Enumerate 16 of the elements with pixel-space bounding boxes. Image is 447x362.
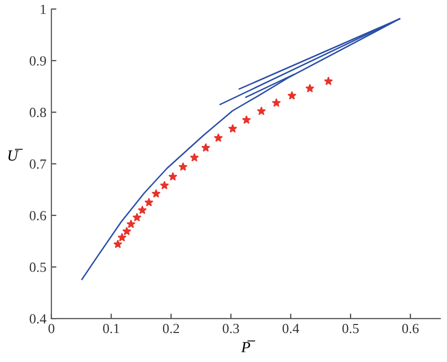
y-tick-label: 0.9 (30, 56, 46, 66)
x-tick-label: 0.3 (222, 324, 240, 334)
y-tick-label: 0.6 (30, 210, 46, 220)
x-tick-label: 0.2 (162, 324, 179, 334)
y-tick-label: 0.4 (30, 314, 46, 324)
x-tick-label: 0.4 (282, 324, 300, 334)
x-tick-label: 0.5 (342, 324, 359, 334)
x-tick-label: 0.1 (103, 324, 120, 334)
y-axis-title: U̅ (8, 148, 23, 161)
y-tick-label: 0.8 (30, 108, 46, 118)
x-axis-title: P̅ (241, 340, 256, 352)
y-tick-label: 0.7 (30, 159, 46, 169)
x-tick-label: 0 (48, 324, 54, 334)
x-tick-label: 0.6 (402, 324, 419, 334)
y-tick-label: 0.5 (30, 262, 46, 272)
y-tick-label: 1 (40, 4, 46, 14)
